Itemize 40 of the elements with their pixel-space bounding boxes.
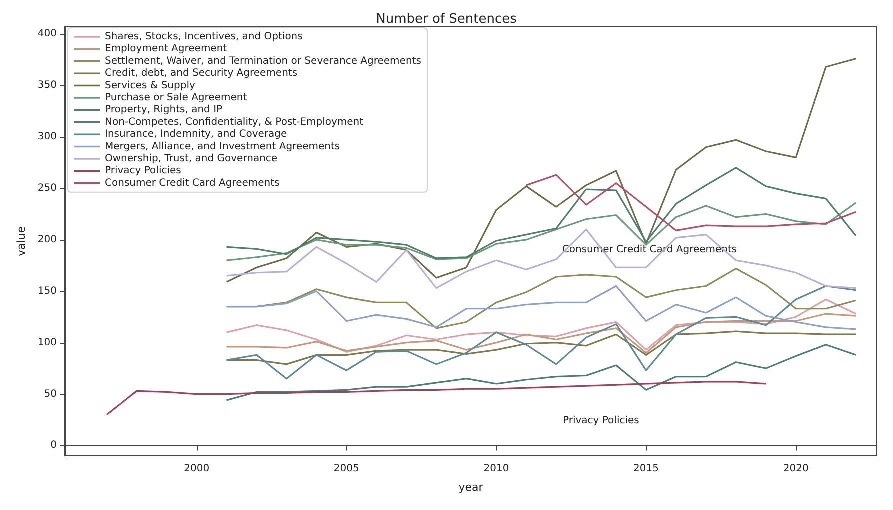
- line-series: [226, 285, 857, 330]
- y-tick-label: 400: [38, 28, 57, 40]
- line-series: [226, 313, 857, 354]
- legend-label: Services & Supply: [105, 80, 196, 92]
- legend-label: Settlement, Waiver, and Termination or Severance Agreements: [105, 56, 422, 67]
- x-tick-label: 2015: [634, 464, 660, 474]
- legend-label: Property, Rights, and IP: [105, 104, 223, 116]
- line-series: [106, 381, 767, 416]
- legend-label: Privacy Policies: [105, 166, 182, 177]
- x-tick-label: 2005: [334, 464, 360, 474]
- legend-label: Non-Competes, Confidentiality, & Post-Employment: [105, 116, 364, 128]
- y-tick-label: 50: [44, 388, 57, 400]
- legend-label: Mergers, Alliance, and Investment Agreements: [105, 141, 340, 152]
- legend-label: Credit, debt, and Security Agreements: [105, 68, 298, 80]
- legend-label: Shares, Stocks, Incentives, and Options: [105, 32, 303, 42]
- y-tick-label: 250: [38, 183, 57, 194]
- y-tick-label: 100: [38, 337, 57, 348]
- line-series: [226, 344, 857, 402]
- y-tick-label: 350: [38, 80, 57, 92]
- line-series: [226, 285, 857, 380]
- legend-label: Consumer Credit Card Agreements: [105, 178, 280, 189]
- y-tick-label: 300: [38, 132, 57, 143]
- annotation: Privacy Policies: [563, 416, 640, 426]
- legend-label: Purchase or Sale Agreement: [105, 92, 248, 104]
- legend-label: Ownership, Trust, and Governance: [105, 154, 278, 164]
- legend-label: Employment Agreement: [105, 44, 228, 55]
- y-tick-label: 200: [38, 234, 57, 246]
- y-tick-label: 150: [38, 286, 57, 297]
- x-tick-label: 2000: [184, 464, 210, 474]
- x-axis-title: year: [458, 481, 484, 494]
- line-series: [226, 202, 857, 262]
- chart-title: Number of Sentences: [376, 12, 518, 27]
- legend-label: Insurance, Indemnity, and Coverage: [105, 129, 288, 140]
- x-tick-label: 2020: [783, 464, 809, 474]
- x-tick-label: 2010: [484, 464, 510, 474]
- line-series: [226, 228, 857, 290]
- line-series: [226, 298, 857, 353]
- y-axis-title: value: [15, 226, 28, 257]
- line-series: [526, 174, 857, 232]
- y-tick-label: 0: [50, 440, 57, 452]
